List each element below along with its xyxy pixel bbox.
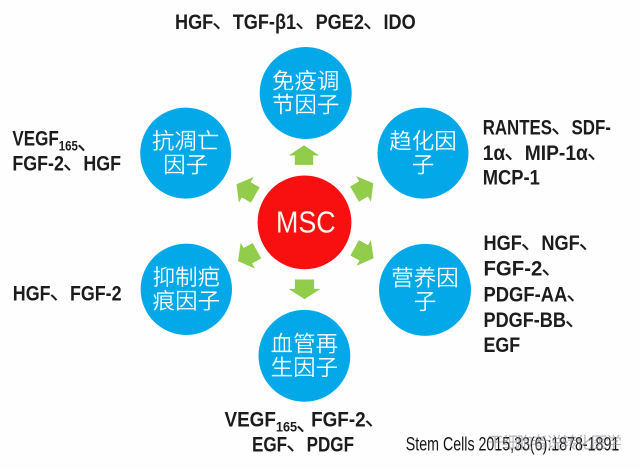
svg-text:RANTES: RANTES [483,116,552,139]
svg-text:VEGF: VEGF [225,409,276,432]
svg-text:HGF: HGF [175,11,213,34]
svg-text:FGF-2: FGF-2 [12,153,64,176]
svg-text:VEGF: VEGF [12,127,58,150]
svg-text:MSC: MSC [276,205,336,240]
svg-text:FGF-2: FGF-2 [484,258,543,281]
svg-text:1α: 1α [483,142,506,165]
svg-text:165: 165 [59,137,78,153]
svg-text:MCP-1: MCP-1 [483,167,540,190]
svg-text:FGF-2: FGF-2 [311,409,366,432]
svg-text:IDO: IDO [384,11,416,34]
svg-text:HGF: HGF [484,232,522,255]
svg-text:SDF-: SDF- [572,116,611,139]
svg-text:NGF: NGF [541,232,579,255]
svg-text:EGF: EGF [252,434,287,457]
svg-text:HGF: HGF [83,153,121,176]
svg-text:MIP-1α: MIP-1α [525,142,588,165]
svg-text:FGF-2: FGF-2 [70,283,122,306]
svg-text:HGF: HGF [13,283,51,306]
svg-text:EGF: EGF [484,334,521,357]
svg-text:PDGF: PDGF [307,434,354,457]
svg-text:165: 165 [276,419,297,435]
svg-text:PDGF-AA: PDGF-AA [484,283,568,306]
svg-text:PGE2: PGE2 [316,11,364,34]
svg-text:PDGF-BB: PDGF-BB [484,309,566,332]
svg-text:TGF-β1: TGF-β1 [233,11,296,34]
